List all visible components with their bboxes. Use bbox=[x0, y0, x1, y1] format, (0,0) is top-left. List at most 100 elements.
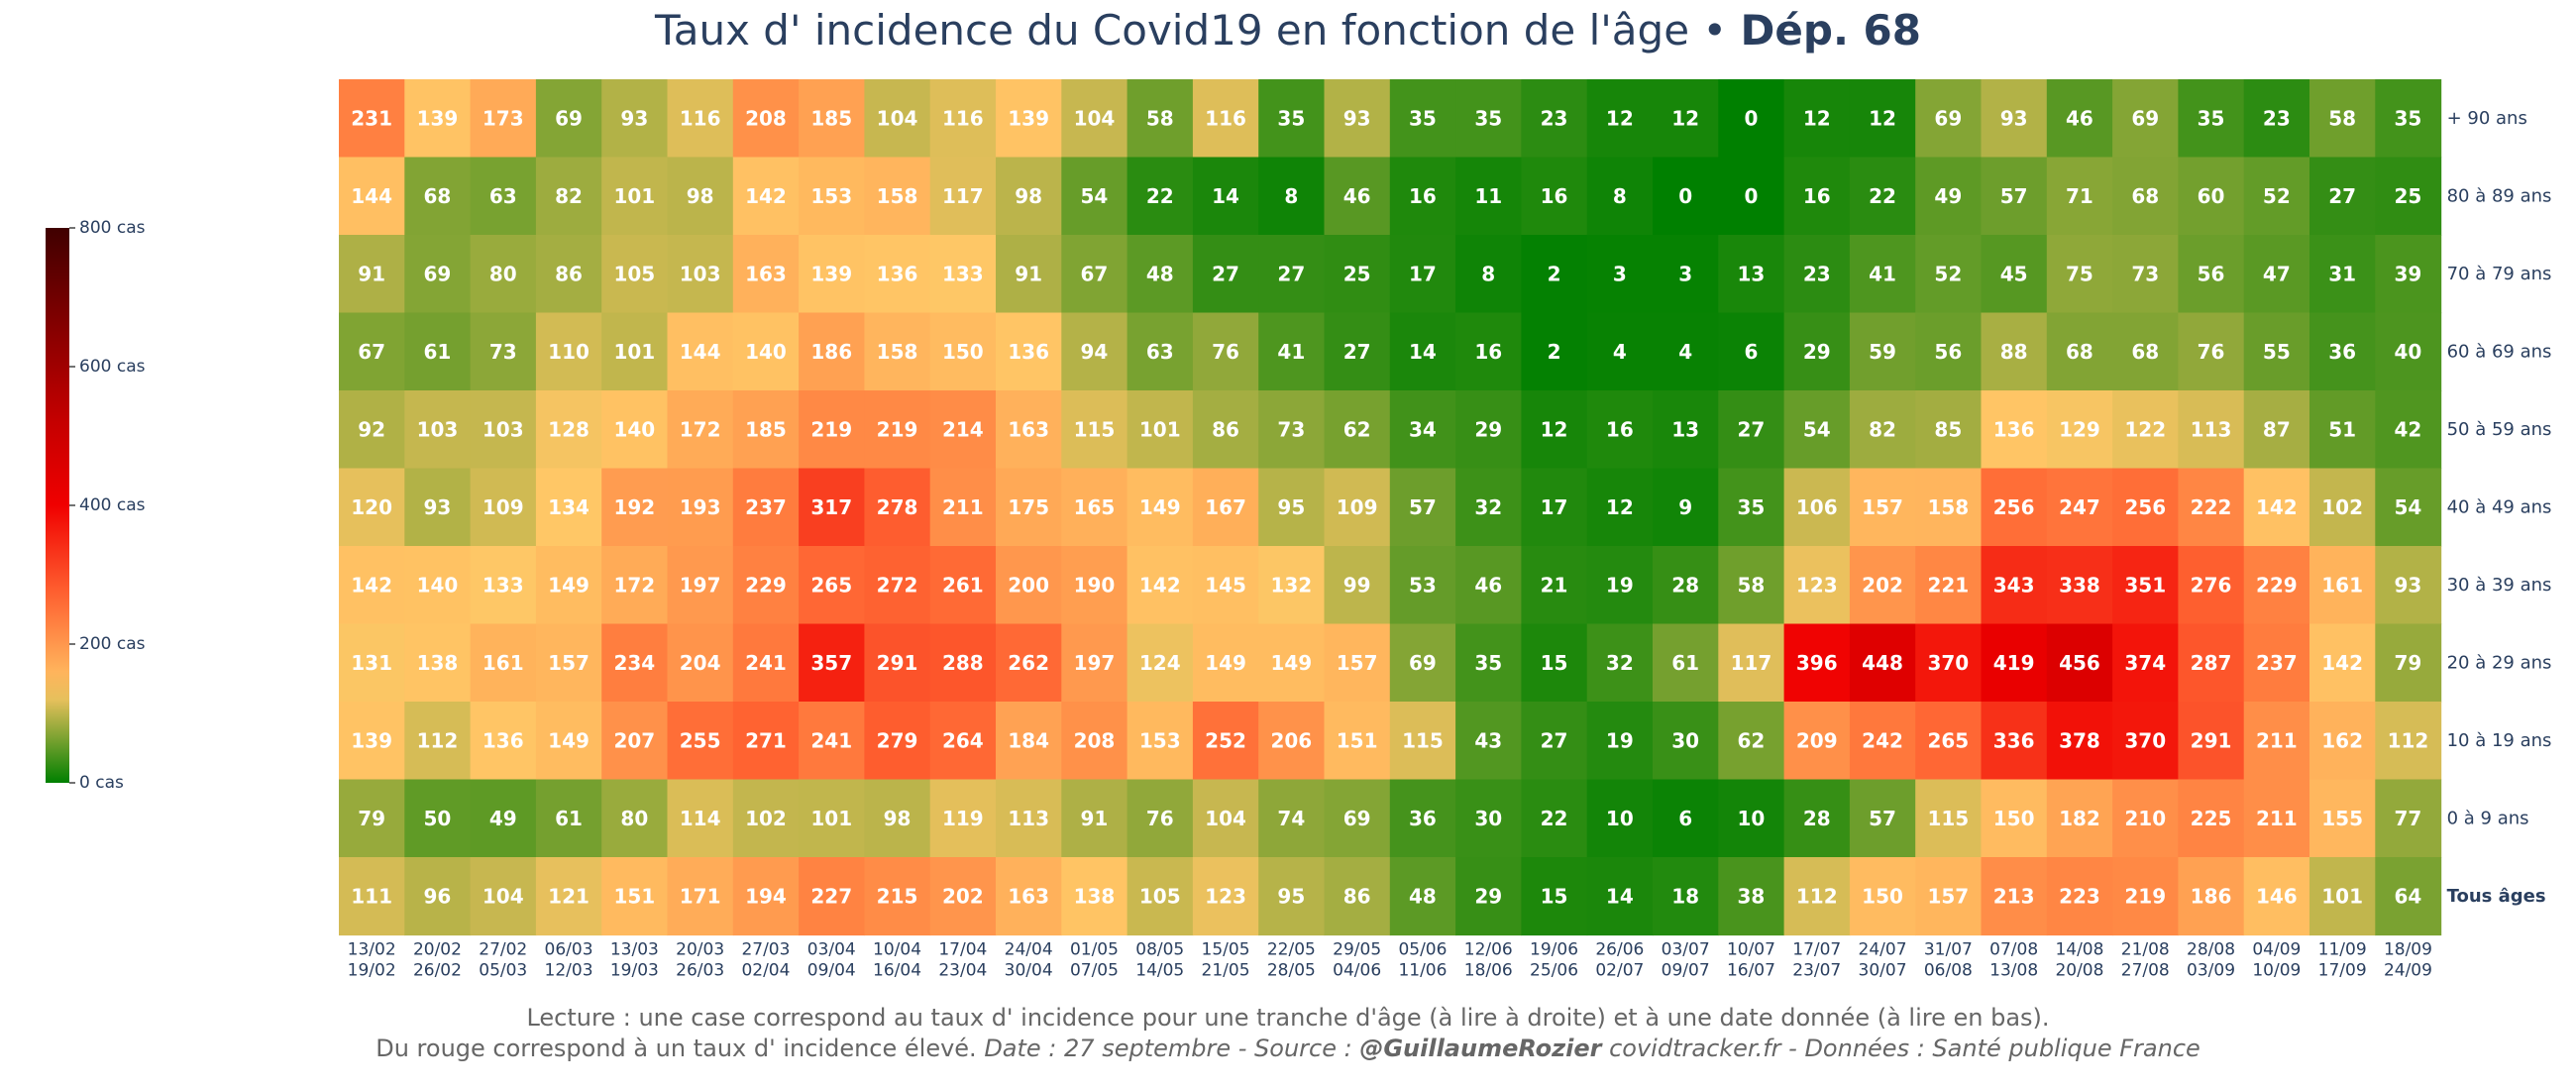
heatmap-cell bbox=[601, 235, 669, 314]
column-label-start: 07/08 bbox=[1989, 940, 2038, 960]
heatmap-cell bbox=[1521, 623, 1588, 703]
cell-value: 13 bbox=[1671, 417, 1699, 441]
heatmap-cell bbox=[1586, 623, 1654, 703]
cell-value: 16 bbox=[1474, 340, 1502, 364]
heatmap-cell bbox=[1258, 79, 1326, 159]
cell-value: 11 bbox=[1474, 184, 1502, 208]
cell-value: 12 bbox=[1606, 106, 1634, 130]
heatmap-cell bbox=[1586, 702, 1654, 781]
cell-value: 237 bbox=[2256, 651, 2298, 675]
heatmap-cell bbox=[1521, 702, 1588, 781]
cell-value: 46 bbox=[1474, 573, 1502, 597]
cell-value: 104 bbox=[483, 884, 524, 908]
heatmap-cell bbox=[1849, 390, 1916, 470]
heatmap-cell bbox=[339, 468, 405, 547]
cell-value: 79 bbox=[358, 807, 385, 830]
cell-value: 57 bbox=[1409, 495, 1437, 519]
footer-color-note: Du rouge correspond à un taux d' inciden… bbox=[376, 1035, 985, 1062]
heatmap-cell bbox=[1258, 779, 1326, 858]
cell-value: 288 bbox=[942, 651, 984, 675]
heatmap-cell bbox=[2375, 468, 2442, 547]
cell-value: 378 bbox=[2059, 728, 2100, 752]
cell-value: 278 bbox=[877, 495, 918, 519]
cell-value: 14 bbox=[1409, 340, 1437, 364]
heatmap-cell bbox=[1783, 312, 1851, 391]
cell-value: 45 bbox=[2000, 262, 2028, 285]
cell-value: 227 bbox=[810, 884, 852, 908]
cell-value: 117 bbox=[942, 184, 984, 208]
cell-value: 132 bbox=[1270, 573, 1312, 597]
cell-value: 92 bbox=[358, 417, 385, 441]
column-label-end: 27/08 bbox=[2121, 961, 2170, 981]
heatmap-cell bbox=[1192, 623, 1259, 703]
column-label-start: 14/08 bbox=[2055, 940, 2103, 960]
heatmap-cell bbox=[1849, 157, 1916, 236]
cell-value: 139 bbox=[351, 728, 392, 752]
heatmap-cell bbox=[535, 235, 602, 314]
heatmap-cell bbox=[404, 79, 472, 159]
heatmap-cell bbox=[601, 468, 669, 547]
cell-value: 35 bbox=[1474, 651, 1502, 675]
cell-value: 200 bbox=[1008, 573, 1049, 597]
column-label-end: 25/06 bbox=[1530, 961, 1578, 981]
row-label: 60 à 69 ans bbox=[2447, 341, 2552, 362]
heatmap-cell bbox=[1324, 312, 1391, 391]
cell-value: 210 bbox=[2124, 807, 2166, 830]
heatmap-cell bbox=[667, 235, 734, 314]
heatmap-cell bbox=[1718, 623, 1785, 703]
cell-value: 56 bbox=[1934, 340, 1962, 364]
heatmap-cell bbox=[799, 546, 865, 625]
heatmap-cell bbox=[864, 390, 931, 470]
cell-value: 16 bbox=[1409, 184, 1437, 208]
heatmap-cell bbox=[667, 623, 734, 703]
cell-value: 138 bbox=[417, 651, 459, 675]
heatmap-cell bbox=[2375, 857, 2442, 936]
cell-value: 370 bbox=[1927, 651, 1969, 675]
cell-value: 80 bbox=[620, 807, 648, 830]
cell-value: 110 bbox=[548, 340, 590, 364]
column-label-end: 21/05 bbox=[1202, 961, 1250, 981]
column-label-end: 12/03 bbox=[545, 961, 593, 981]
cell-value: 112 bbox=[2388, 728, 2429, 752]
heatmap-cell bbox=[2112, 468, 2179, 547]
heatmap-cell bbox=[2309, 779, 2376, 858]
heatmap-cell bbox=[2178, 235, 2245, 314]
cell-value: 2 bbox=[1548, 262, 1561, 285]
heatmap-cell bbox=[2309, 312, 2376, 391]
cell-value: 109 bbox=[483, 495, 524, 519]
heatmap-cell bbox=[1981, 702, 2048, 781]
cell-value: 149 bbox=[548, 573, 590, 597]
heatmap-cell bbox=[2112, 312, 2179, 391]
cell-value: 69 bbox=[555, 106, 583, 130]
cell-value: 207 bbox=[613, 728, 655, 752]
column-label-end: 14/05 bbox=[1135, 961, 1184, 981]
cell-value: 150 bbox=[942, 340, 984, 364]
cell-value: 57 bbox=[2000, 184, 2028, 208]
heatmap-cell bbox=[470, 390, 537, 470]
cell-value: 86 bbox=[555, 262, 583, 285]
cell-value: 112 bbox=[417, 728, 459, 752]
heatmap-cell bbox=[1586, 468, 1654, 547]
cell-value: 16 bbox=[1541, 184, 1568, 208]
heatmap-cell bbox=[2243, 390, 2310, 470]
cell-value: 262 bbox=[1008, 651, 1049, 675]
cell-value: 96 bbox=[424, 884, 452, 908]
cell-value: 123 bbox=[1205, 884, 1246, 908]
cell-value: 158 bbox=[877, 184, 918, 208]
heatmap-cell bbox=[1653, 312, 1719, 391]
cell-value: 171 bbox=[680, 884, 721, 908]
heatmap-cell bbox=[2178, 390, 2245, 470]
cell-value: 28 bbox=[1671, 573, 1699, 597]
cell-value: 53 bbox=[1409, 573, 1437, 597]
heatmap-cell bbox=[996, 468, 1062, 547]
heatmap-cell bbox=[1915, 390, 1983, 470]
heatmap-cell bbox=[404, 235, 472, 314]
heatmap-cell bbox=[535, 779, 602, 858]
column-label-start: 05/06 bbox=[1398, 940, 1447, 960]
cell-value: 68 bbox=[2131, 184, 2159, 208]
column-label-start: 22/05 bbox=[1267, 940, 1316, 960]
cell-value: 140 bbox=[613, 417, 655, 441]
heatmap-cell bbox=[1127, 623, 1194, 703]
cell-value: 27 bbox=[1277, 262, 1305, 285]
heatmap-cell bbox=[1783, 779, 1851, 858]
